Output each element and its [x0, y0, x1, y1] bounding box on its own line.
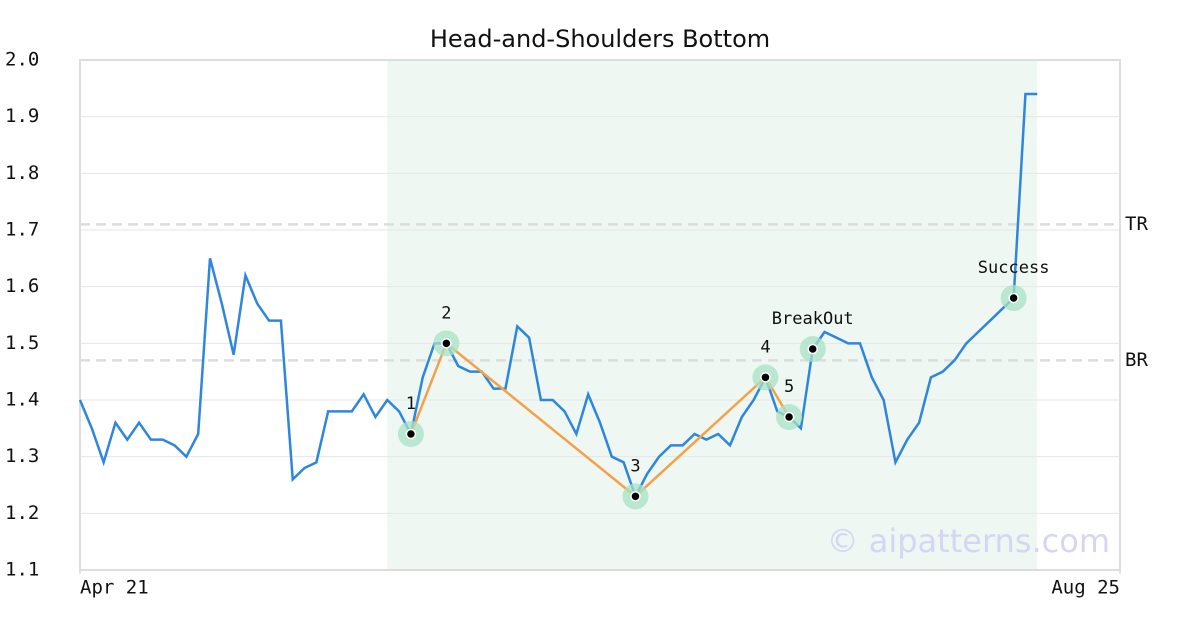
- y-tick-label: 1.3: [5, 445, 39, 467]
- x-tick-label: Apr 21: [80, 577, 149, 599]
- pattern-point: [630, 491, 641, 502]
- event-point-label: BreakOut: [772, 309, 854, 329]
- pattern-point: [760, 372, 771, 383]
- watermark: © aipatterns.com: [827, 522, 1110, 560]
- level-label: BR: [1125, 349, 1148, 371]
- pattern-region: [387, 60, 1038, 570]
- pattern-point-label: 3: [630, 456, 640, 476]
- y-tick-label: 1.2: [5, 502, 39, 524]
- level-label: TR: [1125, 213, 1148, 235]
- pattern-point: [405, 428, 417, 440]
- plot-frame: [79, 59, 1121, 571]
- y-tick-label: 1.7: [5, 219, 39, 241]
- pattern-point-label: 1: [406, 394, 416, 414]
- y-tick-label: 2.0: [5, 49, 39, 71]
- chart-title: Head-and-Shoulders Bottom: [430, 25, 770, 53]
- pattern-point-label: 4: [760, 337, 770, 357]
- event-point: [1008, 292, 1019, 304]
- pattern-point: [441, 338, 452, 349]
- x-tick-label: Aug 25: [1051, 577, 1120, 599]
- event-point-label: Success: [978, 258, 1050, 278]
- y-tick-label: 1.6: [5, 275, 39, 297]
- y-tick-label: 1.4: [5, 389, 39, 411]
- pattern-point: [783, 411, 795, 423]
- y-tick-label: 1.8: [5, 162, 39, 184]
- price-line: [78, 92, 1038, 500]
- y-tick-label: 1.9: [5, 105, 39, 127]
- pattern-point-label: 5: [784, 377, 794, 397]
- pattern-point-label: 2: [441, 303, 451, 323]
- event-point: [807, 343, 818, 355]
- y-tick-label: 1.1: [5, 559, 39, 581]
- y-tick-label: 1.5: [5, 332, 39, 354]
